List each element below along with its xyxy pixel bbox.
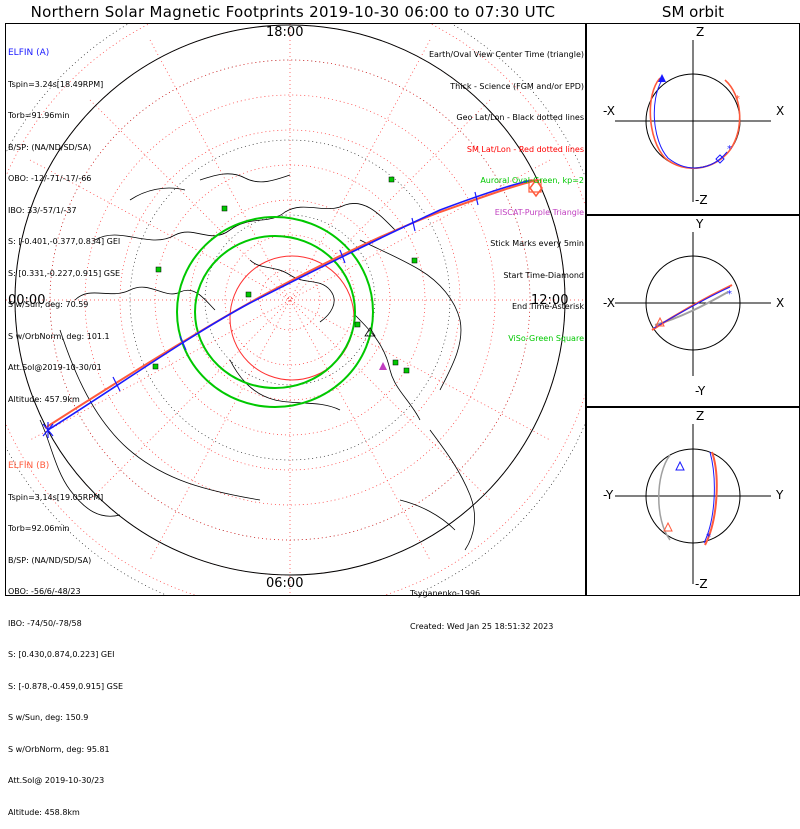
created-label: Created: Wed Jan 25 18:51:32 2023 (410, 622, 554, 631)
orbit1-left-label: -X (603, 104, 615, 118)
elfin-a-ticks (112, 191, 479, 392)
hour-label-left: 00:00 (8, 293, 46, 308)
legend-item: EISCAT-Purple Triangle (494, 207, 584, 217)
orbit2-bottom-label: -Y (695, 384, 706, 398)
probe-a-line: S: [0.331,-0.227,0.915] GSE (8, 268, 121, 278)
page-title: Northern Solar Magnetic Footprints 2019-… (30, 3, 556, 21)
footprint-map (6, 24, 585, 595)
probe-a-info: ELFIN (A) Tspin=3.24s[18.49RPM] Torb=91.… (8, 27, 120, 416)
legend: Earth/Oval View Center Time (triangle) T… (429, 29, 584, 355)
eiscat-triangle (379, 362, 387, 370)
probe-a-line: Torb=91.96min (8, 111, 70, 120)
probe-a-line: B/SP: (NA/ND/SD/SA) (8, 142, 92, 152)
probe-b-line: OBO: -56/6/-48/23 (8, 587, 81, 596)
legend-item: Stick Marks every 5min (490, 239, 584, 248)
orbit1-top-label: Z (696, 25, 705, 39)
legend-item: Thick - Science (FGM and/or EPD) (450, 81, 584, 91)
orbit1-right-label: X (776, 104, 785, 118)
orbit1-bottom-label: -Z (695, 193, 708, 207)
hour-label-bottom: 06:00 (266, 576, 304, 591)
probe-a-name: ELFIN (A) (8, 48, 50, 58)
probe-b-line: B/SP: (NA/ND/SD/SA) (8, 555, 92, 565)
view-center-triangle (364, 327, 376, 337)
orbit2-left-label: -X (603, 296, 615, 310)
hour-label-right: 12:00 (531, 293, 569, 308)
probe-b-line: S w/Sun, deg: 150.9 (8, 713, 89, 722)
legend-item: Auroral Oval-Green, kp=2 (480, 176, 584, 185)
orbit-panel-title: SM orbit (661, 3, 725, 21)
legend-item: ViSo-Green Square (508, 333, 584, 343)
orbit3-top-label: Z (696, 409, 705, 423)
legend-item: SM Lat/Lon - Red dotted lines (466, 144, 584, 154)
probe-a-line: S w/Sun, deg: 70.59 (8, 300, 89, 309)
probe-b-name: ELFIN (B) (8, 461, 50, 471)
probe-b-info: ELFIN (B) Tspin=3.14s[19.05RPM] Torb=92.… (8, 440, 123, 829)
probe-a-line: Altitude: 457.9km (8, 394, 80, 404)
legend-item: Earth/Oval View Center Time (triangle) (428, 50, 584, 59)
elfin-a-end-asterisk (42, 422, 54, 438)
probe-a-line: IBO: 33/-57/1/-37 (8, 205, 77, 215)
elfin-b-track (44, 179, 539, 429)
legend-item: Geo Lat/Lon - Black dotted lines (456, 113, 584, 122)
orbit2-top-label: Y (696, 217, 704, 231)
orbit3-bottom-label: -Z (695, 577, 708, 591)
hour-label-top: 18:00 (266, 25, 304, 40)
legend-item: End Time-Asterisk (511, 302, 584, 311)
probe-b-line: S: [0.430,0.874,0.223] GEI (8, 650, 115, 659)
orbit2-right-label: X (776, 296, 785, 310)
auroral-oval (176, 216, 374, 408)
probe-b-line: IBO: -74/50/-78/58 (8, 618, 82, 628)
elfin-b-start-square (528, 179, 542, 193)
orbit3-right-label: Y (776, 488, 784, 502)
probe-b-line: S: [-0.878,-0.459,0.915] GSE (8, 681, 123, 691)
viso-squares (152, 176, 418, 374)
legend-item: Start Time-Diamond (503, 270, 584, 280)
probe-a-line: Tspin=3.24s[18.49RPM] (8, 79, 104, 89)
probe-a-line: S w/OrbNorm, deg: 101.1 (8, 331, 110, 341)
probe-b-line: Altitude: 458.8km (8, 807, 80, 817)
footprint-map-frame (5, 23, 586, 596)
credits: Tsyganenko-1996 Created: Wed Jan 25 18:5… (410, 566, 553, 643)
earth-limb (14, 24, 566, 576)
probe-a-line: S: [-0.401,-0.377,0.834] GEI (8, 237, 121, 246)
probe-b-line: Att.Sol@ 2019-10-30/23 (8, 776, 105, 785)
coastlines (39, 173, 475, 551)
probe-b-line: Tspin=3.14s[19.05RPM] (8, 492, 104, 502)
probe-a-line: OBO: -12/-71/-17/-66 (8, 174, 92, 183)
orbit3-left-label: -Y (603, 488, 614, 502)
model-label: Tsyganenko-1996 (410, 589, 481, 598)
probe-b-line: S w/OrbNorm, deg: 95.81 (8, 744, 110, 754)
elfin-a-track (47, 179, 533, 431)
probe-a-line: Att.Sol@2019-10-30/01 (8, 363, 102, 372)
probe-b-line: Torb=92.06min (8, 524, 70, 533)
elfin-b-start-diamond (529, 178, 543, 198)
